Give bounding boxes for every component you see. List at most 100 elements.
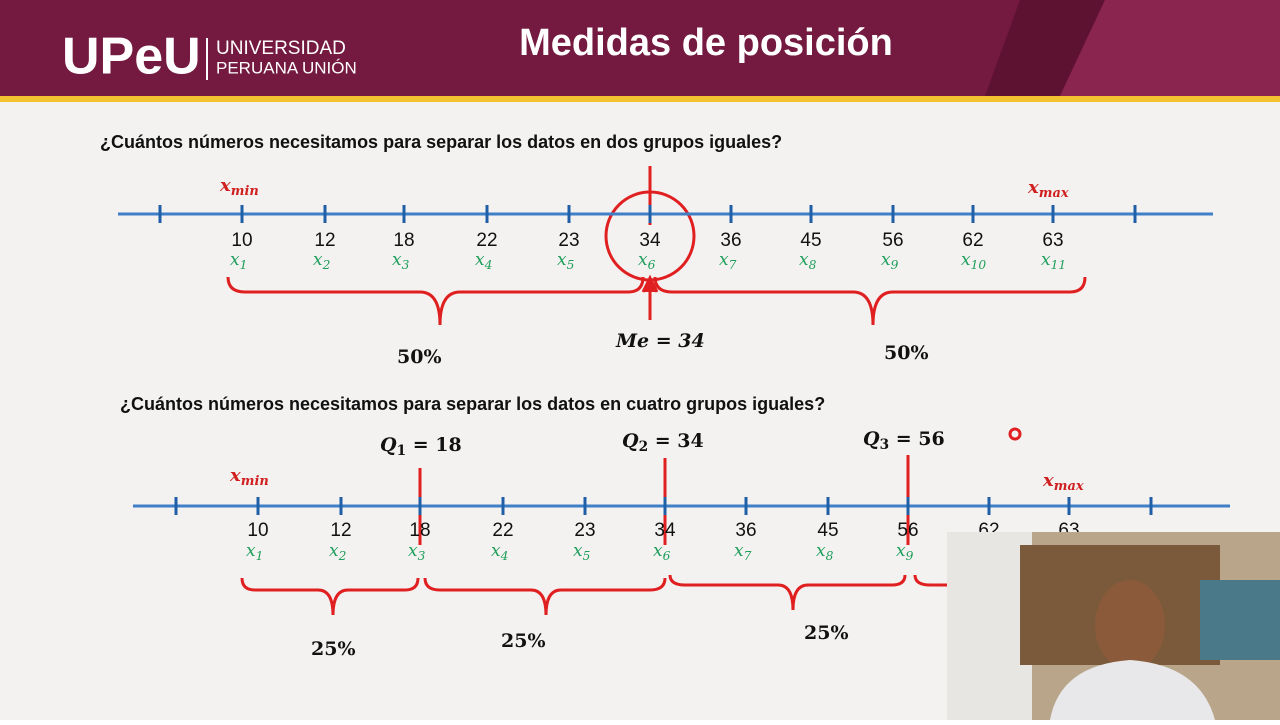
x-max-sub: max — [1039, 186, 1069, 201]
webcam — [947, 532, 1280, 720]
webcam-shirt — [1050, 660, 1215, 720]
variable: x3 — [408, 541, 426, 563]
x-min-base: x — [229, 465, 241, 486]
number: 36 — [735, 520, 756, 541]
brace — [226, 276, 645, 326]
variable-base: x — [896, 541, 906, 561]
variable: x2 — [329, 541, 347, 563]
variable-sub: 10 — [971, 258, 987, 272]
quartile-label: Q1 = 18 — [380, 434, 462, 459]
logo: UPeU — [62, 28, 201, 86]
variable: x7 — [734, 541, 752, 563]
variable-base: x — [491, 541, 501, 561]
quartile-rest: = 34 — [648, 430, 704, 452]
x-min-base: x — [219, 175, 231, 196]
x-min: xmin — [229, 465, 269, 489]
number: 12 — [330, 520, 351, 541]
variable: x8 — [816, 541, 834, 563]
x-max-sub: max — [1054, 479, 1084, 494]
variable: x8 — [799, 250, 817, 272]
variable-base: x — [653, 541, 663, 561]
x-max: xmax — [1027, 177, 1069, 201]
variable: x5 — [573, 541, 591, 563]
university-line2: PERUANA UNIÓN — [216, 58, 357, 77]
number: 23 — [574, 520, 595, 541]
webcam-books — [1200, 580, 1280, 660]
variable-base: x — [799, 250, 809, 270]
variable-base: x — [734, 541, 744, 561]
variable-sub: 9 — [891, 258, 899, 272]
variable-base: x — [719, 250, 729, 270]
number: 23 — [558, 230, 579, 251]
variable-base: x — [475, 250, 485, 270]
quartile-sub: 3 — [880, 437, 890, 453]
brace — [668, 574, 907, 611]
variable-sub: 9 — [906, 549, 914, 563]
number: 10 — [231, 230, 252, 251]
brace — [653, 276, 1087, 326]
x-min: xmin — [219, 175, 259, 199]
number: 12 — [314, 230, 335, 251]
x-min-sub: min — [231, 184, 259, 199]
variable: x4 — [475, 250, 492, 272]
variable-sub: 5 — [567, 258, 575, 272]
variable-base: x — [230, 250, 240, 270]
variable-sub: 8 — [826, 549, 834, 563]
variable: x3 — [392, 250, 410, 272]
number: 22 — [476, 230, 497, 251]
quartile-label: Q3 = 56 — [863, 428, 945, 453]
variable-sub: 7 — [729, 258, 737, 272]
number: 18 — [393, 230, 414, 251]
variable-base: x — [329, 541, 339, 561]
header-chevron — [985, 0, 1105, 96]
variable-base: x — [961, 250, 971, 270]
variable-base: x — [573, 541, 583, 561]
variable-sub: 4 — [500, 549, 509, 563]
variable: x7 — [719, 250, 737, 272]
variable-base: x — [816, 541, 826, 561]
number: 45 — [817, 520, 838, 541]
variable: x9 — [881, 250, 899, 272]
number: 10 — [247, 520, 268, 541]
variable: x5 — [557, 250, 575, 272]
number: 34 — [654, 520, 676, 541]
variable: x11 — [1041, 250, 1066, 272]
variable-sub: 11 — [1051, 258, 1067, 272]
header-stripe — [0, 96, 1280, 102]
number: 63 — [1042, 230, 1063, 251]
brace — [240, 577, 420, 616]
variable: x1 — [246, 541, 263, 563]
number: 34 — [639, 230, 661, 251]
variable-sub: 1 — [256, 549, 264, 563]
variable-sub: 6 — [648, 258, 656, 272]
percent: 50% — [884, 342, 929, 364]
variable-sub: 7 — [744, 549, 752, 563]
x-max-base: x — [1042, 470, 1054, 491]
x-max: xmax — [1042, 470, 1084, 494]
number: 22 — [492, 520, 513, 541]
variable-sub: 3 — [402, 258, 410, 272]
number: 18 — [409, 520, 430, 541]
percent: 50% — [397, 346, 442, 368]
x-min-sub: min — [241, 474, 269, 489]
variable-base: x — [392, 250, 402, 270]
quartile-sub: 2 — [639, 439, 649, 455]
percent: 25% — [804, 622, 849, 644]
question: ¿Cuántos números necesitamos para separa… — [100, 132, 782, 152]
brace — [913, 574, 950, 587]
variable-base: x — [638, 250, 648, 270]
number: 62 — [962, 230, 983, 251]
arrow-head — [641, 274, 659, 293]
variable-base: x — [246, 541, 256, 561]
variable: x1 — [230, 250, 247, 272]
variable-sub: 1 — [240, 258, 248, 272]
percent: 25% — [501, 630, 546, 652]
variable-sub: 4 — [484, 258, 493, 272]
quartile-base: Q — [380, 434, 397, 456]
percent: 25% — [311, 638, 356, 660]
median-annotations — [226, 166, 1087, 616]
quartile-base: Q — [622, 430, 639, 452]
slide-title: Medidas de posición — [519, 22, 893, 64]
x-max-base: x — [1027, 177, 1039, 198]
